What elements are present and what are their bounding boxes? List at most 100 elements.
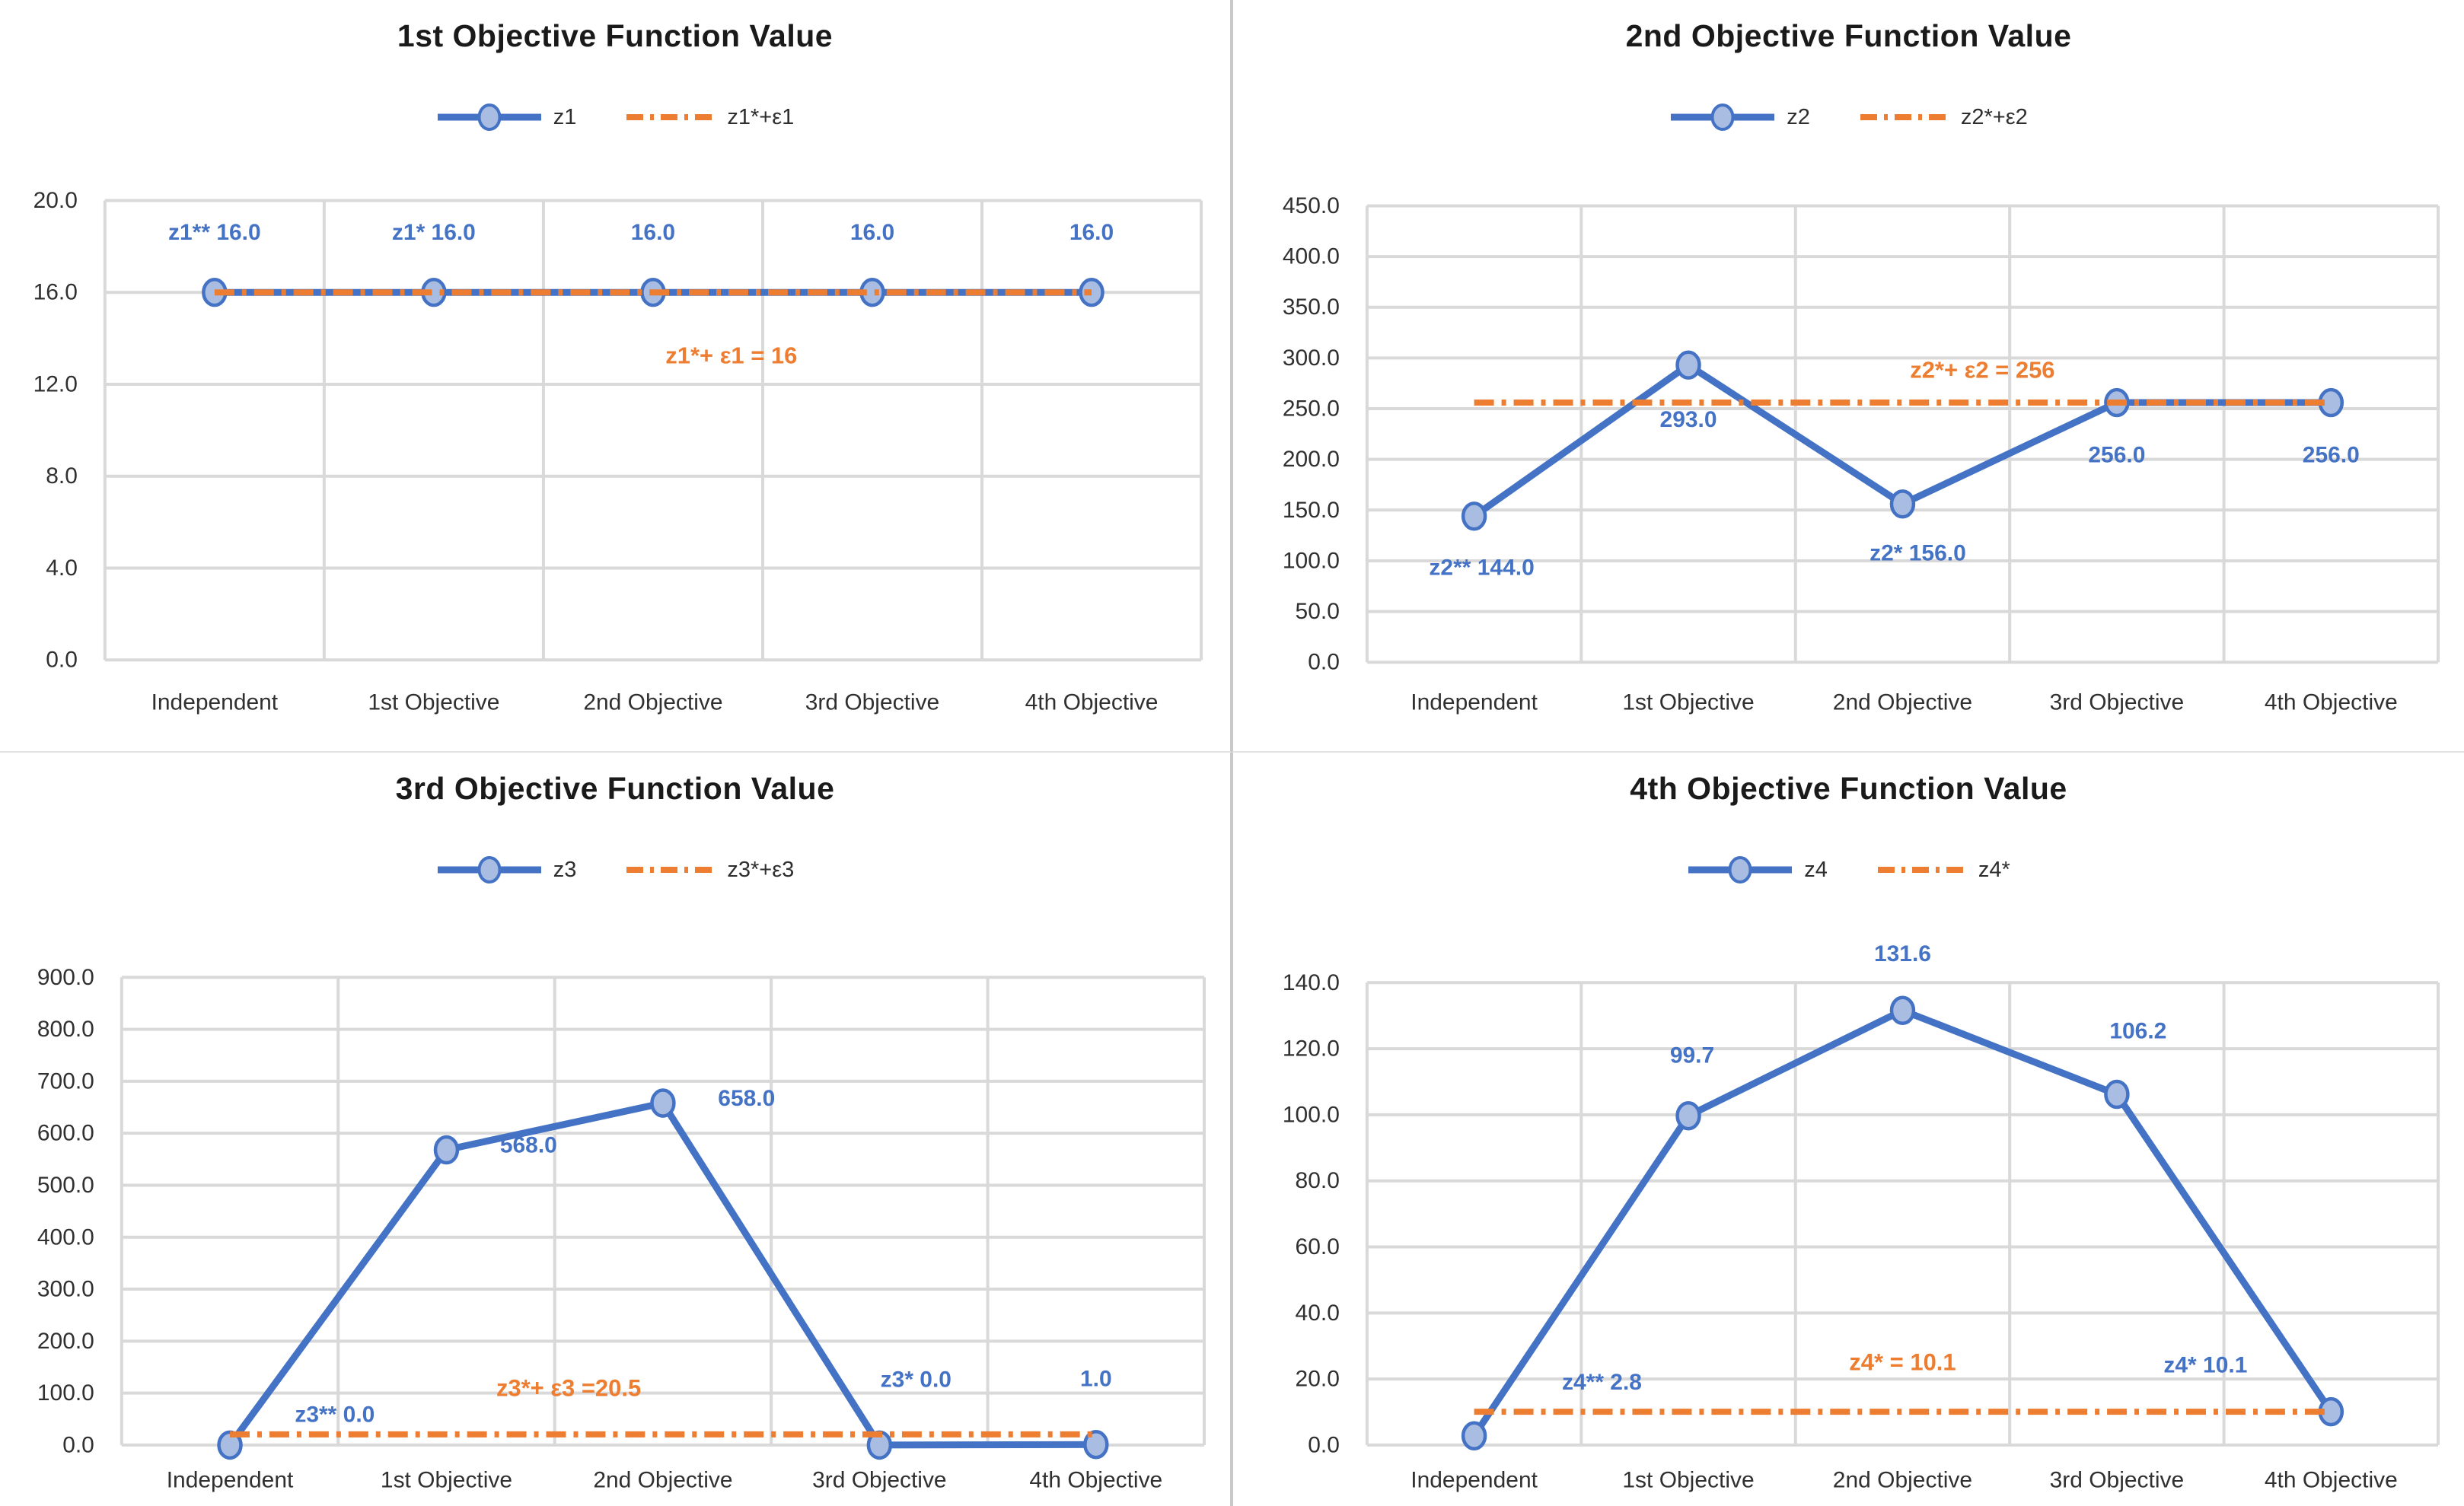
svg-text:450.0: 450.0 (1283, 193, 1340, 218)
svg-text:0.0: 0.0 (1308, 1432, 1340, 1457)
svg-text:120.0: 120.0 (1283, 1036, 1340, 1062)
svg-text:Independent: Independent (1411, 1467, 1538, 1492)
svg-text:800.0: 800.0 (37, 1017, 94, 1042)
svg-text:Independent: Independent (1411, 690, 1538, 715)
svg-text:z4** 2.8: z4** 2.8 (1562, 1370, 1642, 1395)
plot-area: 0.0 100.0 200.0 300.0 400.0 500.0 600.0 700.0 80… (37, 965, 1206, 1492)
legend-item: z4 (1687, 853, 1828, 887)
svg-text:Independent: Independent (167, 1467, 294, 1492)
svg-text:600.0: 600.0 (37, 1121, 94, 1146)
reference-dash-legend-icon (1877, 867, 1966, 873)
svg-text:568.0: 568.0 (500, 1133, 557, 1158)
chart-title: 3rd Objective Function Value (395, 771, 835, 806)
chart-panel-3rd-objective: 3rd Objective Function Value z3 z3*+ε3 0.… (0, 753, 1232, 1506)
chart-legend: z2 z2*+ε2 (1233, 100, 2464, 134)
svg-text:300.0: 300.0 (37, 1277, 94, 1302)
svg-text:100.0: 100.0 (37, 1380, 94, 1406)
svg-text:150.0: 150.0 (1283, 498, 1340, 523)
svg-text:z4* = 10.1: z4* = 10.1 (1849, 1348, 1956, 1375)
legend-label: z3 (553, 857, 577, 882)
svg-text:60.0: 60.0 (1296, 1234, 1340, 1259)
svg-text:3rd Objective: 3rd Objective (2050, 690, 2185, 715)
svg-text:2nd Objective: 2nd Objective (583, 690, 722, 715)
series-line-legend-icon (1688, 856, 1793, 884)
svg-text:Independent: Independent (151, 690, 279, 715)
svg-text:300.0: 300.0 (1283, 345, 1340, 371)
svg-text:1.0: 1.0 (1080, 1367, 1112, 1392)
legend-label: z4 (1804, 857, 1828, 882)
svg-text:z2* 156.0: z2* 156.0 (1870, 541, 1966, 566)
chart-title: 1st Objective Function Value (397, 18, 834, 53)
legend-item: z3 (436, 853, 577, 887)
legend-label: z4* (1978, 857, 2010, 882)
svg-text:3rd Objective: 3rd Objective (2050, 1467, 2185, 1492)
svg-text:4th Objective: 4th Objective (1029, 1467, 1162, 1492)
svg-text:z2*+ ε2 = 256: z2*+ ε2 = 256 (1910, 357, 2054, 384)
svg-text:4th Objective: 4th Objective (2265, 1467, 2398, 1492)
svg-text:1st Objective: 1st Objective (1622, 1467, 1754, 1492)
svg-text:z1*+ ε1 = 16: z1*+ ε1 = 16 (665, 342, 797, 369)
svg-text:350.0: 350.0 (1283, 295, 1340, 320)
legend-label: z1*+ε1 (727, 104, 795, 129)
legend-label: z3*+ε3 (727, 857, 795, 882)
svg-text:z1* 16.0: z1* 16.0 (392, 220, 476, 245)
series-line-legend-icon (437, 856, 541, 884)
plot-area: 0.0 4.0 8.0 12.0 16.0 20.0 Independent 1st Obje… (33, 188, 1203, 715)
chart-title: 2nd Objective Function Value (1625, 18, 2072, 53)
svg-text:z3*+ ε3 =20.5: z3*+ ε3 =20.5 (496, 1374, 641, 1401)
svg-text:900.0: 900.0 (37, 965, 94, 990)
svg-text:2nd Objective: 2nd Objective (593, 1467, 732, 1492)
chart-panel-4th-objective: 4th Objective Function Value z4 z4* 0.0 20… (1232, 753, 2464, 1506)
svg-text:99.7: 99.7 (1670, 1043, 1714, 1068)
svg-text:0.0: 0.0 (1308, 650, 1340, 675)
svg-text:2nd Objective: 2nd Objective (1833, 1467, 1972, 1492)
legend-item: z4* (1876, 853, 2010, 887)
svg-text:4th Objective: 4th Objective (1025, 690, 1159, 715)
svg-text:4th Objective: 4th Objective (2265, 690, 2398, 715)
svg-text:12.0: 12.0 (33, 371, 78, 396)
plot-area: 0.0 50.0 100.0 150.0 200.0 250.0 300.0 350.0 400… (1283, 193, 2440, 715)
svg-text:0.0: 0.0 (46, 648, 78, 673)
legend-item: z2 (1669, 100, 1810, 134)
svg-text:z3** 0.0: z3** 0.0 (295, 1402, 375, 1427)
svg-text:3rd Objective: 3rd Objective (812, 1467, 946, 1492)
svg-text:40.0: 40.0 (1296, 1301, 1340, 1326)
legend-item: z3*+ε3 (625, 853, 794, 887)
svg-text:100.0: 100.0 (1283, 1102, 1340, 1127)
svg-text:50.0: 50.0 (1296, 599, 1340, 624)
series-line-legend-icon (1671, 103, 1775, 131)
svg-text:106.2: 106.2 (2109, 1018, 2166, 1043)
legend-item: z2*+ε2 (1859, 100, 2028, 134)
svg-text:256.0: 256.0 (2088, 442, 2145, 467)
svg-text:1st Objective: 1st Objective (381, 1467, 512, 1492)
svg-text:16.0: 16.0 (33, 280, 78, 305)
legend-label: z2 (1787, 104, 1810, 129)
svg-text:250.0: 250.0 (1283, 396, 1340, 422)
chart-panel-2nd-objective: 2nd Objective Function Value z2 z2*+ε2 0.… (1232, 0, 2464, 753)
svg-text:140.0: 140.0 (1283, 970, 1340, 995)
chart-legend: z1 z1*+ε1 (0, 100, 1230, 134)
legend-item: z1 (436, 100, 576, 134)
reference-dash-legend-icon (1860, 114, 1949, 120)
svg-text:z4* 10.1: z4* 10.1 (2163, 1353, 2247, 1378)
svg-text:400.0: 400.0 (37, 1224, 94, 1250)
svg-text:16.0: 16.0 (631, 220, 675, 245)
svg-text:z1** 16.0: z1** 16.0 (168, 220, 261, 245)
svg-text:500.0: 500.0 (37, 1173, 94, 1198)
svg-text:80.0: 80.0 (1296, 1168, 1340, 1193)
reference-dash-legend-icon (626, 867, 716, 873)
legend-label: z2*+ε2 (1960, 104, 2028, 129)
svg-text:16.0: 16.0 (850, 220, 894, 245)
chart-legend: z3 z3*+ε3 (0, 853, 1230, 887)
svg-text:400.0: 400.0 (1283, 244, 1340, 269)
chart-panel-1st-objective: 1st Objective Function Value z1 z1*+ε1 0.… (0, 0, 1232, 753)
svg-text:2nd Objective: 2nd Objective (1833, 690, 1972, 715)
svg-text:20.0: 20.0 (33, 188, 78, 213)
svg-text:100.0: 100.0 (1283, 548, 1340, 573)
svg-text:z2** 144.0: z2** 144.0 (1429, 556, 1534, 581)
svg-text:256.0: 256.0 (2303, 442, 2360, 467)
svg-text:200.0: 200.0 (37, 1329, 94, 1354)
svg-text:200.0: 200.0 (1283, 447, 1340, 472)
svg-text:4.0: 4.0 (46, 556, 78, 581)
